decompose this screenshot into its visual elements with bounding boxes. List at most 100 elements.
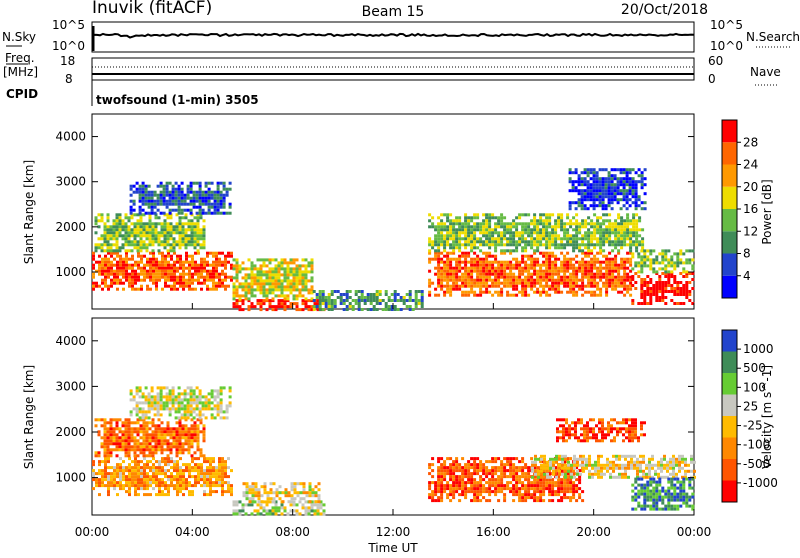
heatmap-cell (548, 225, 551, 228)
heatmap-cell (185, 234, 188, 237)
heatmap-cell (281, 299, 284, 302)
heatmap-cell (443, 276, 446, 279)
heatmap-cell (640, 287, 643, 290)
heatmap-cell (92, 267, 95, 270)
heatmap-cell (281, 503, 284, 506)
heatmap-cell (572, 222, 575, 225)
heatmap-cell (260, 258, 263, 261)
heatmap-cell (629, 222, 632, 225)
heatmap-cell (437, 460, 440, 463)
heatmap-cell (140, 484, 143, 487)
heatmap-cell (548, 222, 551, 225)
heatmap-cell (176, 421, 179, 424)
heatmap-cell (446, 276, 449, 279)
colorbar-tick-label: 4 (743, 269, 751, 283)
heatmap-cell (182, 225, 185, 228)
heatmap-cell (122, 225, 125, 228)
heatmap-cell (128, 445, 131, 448)
heatmap-cell (449, 267, 452, 270)
heatmap-cell (587, 234, 590, 237)
heatmap-cell (500, 288, 503, 291)
heatmap-cell (273, 497, 276, 500)
heatmap-cell (206, 469, 209, 472)
heatmap-cell (337, 296, 340, 299)
heatmap-cell (626, 231, 629, 234)
heatmap-cell (340, 302, 343, 305)
heatmap-cell (443, 463, 446, 466)
heatmap-cell (152, 433, 155, 436)
heatmap-cell (197, 469, 200, 472)
heatmap-cell (199, 203, 202, 206)
heatmap-cell (191, 424, 194, 427)
heatmap-cell (440, 225, 443, 228)
heatmap-cell (224, 469, 227, 472)
heatmap-cell (608, 177, 611, 180)
heatmap-cell (485, 231, 488, 234)
heatmap-cell (128, 231, 131, 234)
heatmap-cell (264, 491, 267, 494)
heatmap-cell (134, 243, 137, 246)
heatmap-cell (128, 439, 131, 442)
heatmap-cell (185, 267, 188, 270)
heatmap-cell (521, 225, 524, 228)
heatmap-cell (455, 267, 458, 270)
heatmap-cell (649, 290, 652, 293)
heatmap-cell (293, 258, 296, 261)
heatmap-cell (527, 475, 530, 478)
heatmap-cell (296, 509, 299, 512)
heatmap-cell (260, 302, 263, 305)
heatmap-cell (512, 475, 515, 478)
heatmap-cell (176, 451, 179, 454)
heatmap-cell (524, 475, 527, 478)
heatmap-cell (467, 219, 470, 222)
heatmap-cell (179, 225, 182, 228)
heatmap-cell (473, 463, 476, 466)
heatmap-cell (113, 472, 116, 475)
heatmap-cell (230, 493, 233, 496)
heatmap-cell (137, 231, 140, 234)
heatmap-cell (160, 194, 163, 197)
heatmap-cell (172, 191, 175, 194)
heatmap-cell (461, 490, 464, 493)
heatmap-cell (634, 264, 637, 267)
colorbar-segment (722, 209, 737, 231)
heatmap-cell (155, 264, 158, 267)
heatmap-cell (605, 261, 608, 264)
heatmap-cell (278, 270, 281, 273)
heatmap-cell (431, 258, 434, 261)
heatmap-cell (473, 228, 476, 231)
heatmap-cell (440, 243, 443, 246)
heatmap-cell (188, 442, 191, 445)
heatmap-cell (236, 500, 239, 503)
heatmap-cell (188, 288, 191, 291)
heatmap-cell (506, 460, 509, 463)
heatmap-cell (557, 219, 560, 222)
heatmap-cell (644, 207, 647, 210)
heatmap-cell (452, 246, 455, 249)
heatmap-cell (623, 171, 626, 174)
heatmap-cell (446, 279, 449, 282)
heatmap-cell (142, 191, 145, 194)
heatmap-cell (113, 469, 116, 472)
heatmap-cell (170, 457, 173, 460)
heatmap-cell (500, 490, 503, 493)
heatmap-cell (482, 222, 485, 225)
heatmap-cell (230, 252, 233, 255)
heatmap-cell (196, 182, 199, 185)
heatmap-cell (635, 243, 638, 246)
heatmap-cell (539, 228, 542, 231)
heatmap-cell (128, 264, 131, 267)
heatmap-cell (593, 279, 596, 282)
heatmap-cell (461, 291, 464, 294)
heatmap-cell (599, 267, 602, 270)
heatmap-cell (617, 222, 620, 225)
heatmap-cell (446, 231, 449, 234)
heatmap-cell (287, 294, 290, 297)
heatmap-cell (179, 264, 182, 267)
heatmap-cell (293, 285, 296, 288)
heatmap-cell (167, 216, 170, 219)
heatmap-cell (104, 237, 107, 240)
heatmap-cell (164, 246, 167, 249)
heatmap-cell (284, 267, 287, 270)
heatmap-cell (488, 472, 491, 475)
